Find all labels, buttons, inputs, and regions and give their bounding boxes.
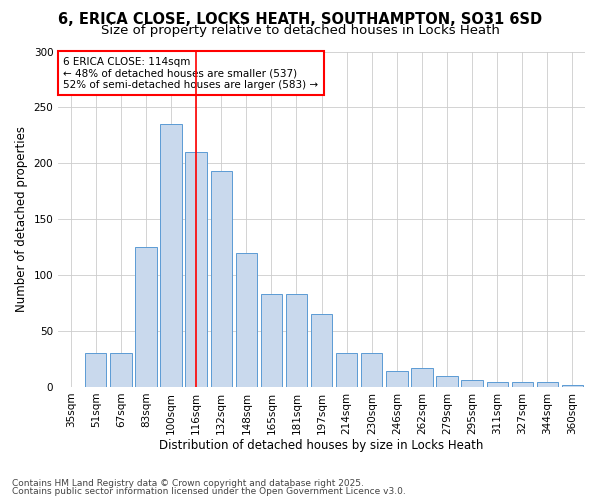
Bar (85, 354, 106, 387)
Bar (436, 376, 458, 387)
Bar (461, 380, 483, 387)
Bar (512, 382, 533, 387)
Text: 6, ERICA CLOSE, LOCKS HEATH, SOUTHAMPTON, SO31 6SD: 6, ERICA CLOSE, LOCKS HEATH, SOUTHAMPTON… (58, 12, 542, 28)
Bar (537, 382, 558, 387)
X-axis label: Distribution of detached houses by size in Locks Heath: Distribution of detached houses by size … (160, 440, 484, 452)
Text: Contains public sector information licensed under the Open Government Licence v3: Contains public sector information licen… (12, 487, 406, 496)
Bar (110, 354, 131, 387)
Bar (160, 124, 182, 387)
Bar (261, 294, 282, 387)
Bar (286, 294, 307, 387)
Bar (211, 171, 232, 387)
Bar (361, 354, 382, 387)
Bar (487, 382, 508, 387)
Bar (386, 372, 407, 387)
Bar (562, 384, 583, 387)
Bar (185, 152, 207, 387)
Bar (311, 314, 332, 387)
Bar (336, 354, 358, 387)
Bar (236, 253, 257, 387)
Bar (136, 247, 157, 387)
Y-axis label: Number of detached properties: Number of detached properties (15, 126, 28, 312)
Text: Contains HM Land Registry data © Crown copyright and database right 2025.: Contains HM Land Registry data © Crown c… (12, 478, 364, 488)
Text: 6 ERICA CLOSE: 114sqm
← 48% of detached houses are smaller (537)
52% of semi-det: 6 ERICA CLOSE: 114sqm ← 48% of detached … (64, 56, 319, 90)
Bar (411, 368, 433, 387)
Text: Size of property relative to detached houses in Locks Heath: Size of property relative to detached ho… (101, 24, 499, 37)
